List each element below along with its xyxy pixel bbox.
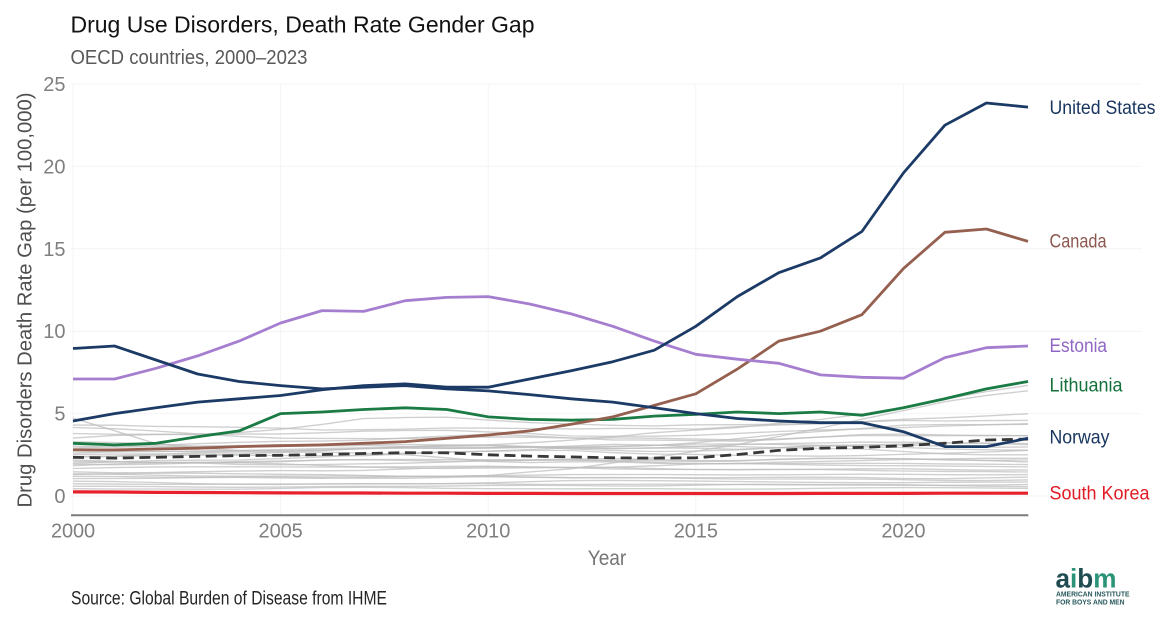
- svg-text:AMERICAN INSTITUTE: AMERICAN INSTITUTE: [1056, 590, 1130, 599]
- svg-text:5: 5: [54, 404, 65, 426]
- svg-text:Norway: Norway: [1050, 428, 1110, 449]
- svg-text:OECD countries, 2000–2023: OECD countries, 2000–2023: [71, 47, 308, 69]
- svg-text:2000: 2000: [51, 521, 95, 543]
- svg-text:Estonia: Estonia: [1050, 336, 1108, 357]
- svg-text:25: 25: [43, 74, 65, 96]
- svg-text:Drug Use Disorders, Death Rate: Drug Use Disorders, Death Rate Gender Ga…: [71, 11, 535, 37]
- svg-text:2015: 2015: [674, 521, 718, 543]
- svg-text:Drug Disorders Death Rate Gap: Drug Disorders Death Rate Gap (per 100,0…: [15, 93, 37, 508]
- svg-text:South Korea: South Korea: [1050, 484, 1150, 505]
- svg-text:2020: 2020: [881, 521, 925, 543]
- svg-text:Year: Year: [588, 547, 627, 570]
- svg-text:aibm: aibm: [1056, 564, 1117, 594]
- svg-text:Source: Global Burden of Disea: Source: Global Burden of Disease from IH…: [71, 589, 387, 610]
- svg-text:10: 10: [43, 321, 65, 343]
- svg-text:United States: United States: [1050, 98, 1156, 119]
- svg-text:2005: 2005: [259, 521, 303, 543]
- svg-text:20: 20: [43, 156, 65, 178]
- svg-text:0: 0: [54, 486, 65, 508]
- svg-text:FOR BOYS AND MEN: FOR BOYS AND MEN: [1056, 598, 1125, 607]
- svg-text:Lithuania: Lithuania: [1050, 376, 1123, 397]
- svg-text:Canada: Canada: [1050, 232, 1107, 253]
- svg-text:15: 15: [43, 239, 65, 261]
- svg-text:2010: 2010: [466, 521, 510, 543]
